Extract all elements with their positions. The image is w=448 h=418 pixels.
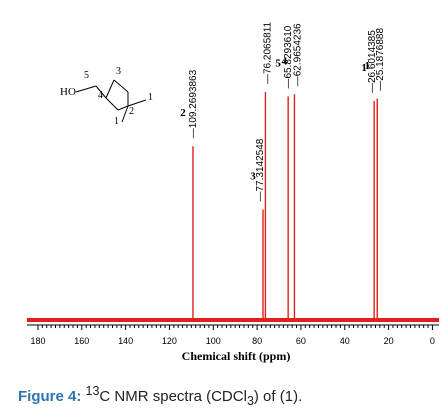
x-tick-label: 180 — [30, 336, 45, 346]
caption-superscript: 13 — [85, 384, 100, 398]
x-tick-label: 0 — [430, 336, 435, 346]
x-axis: 180 160 140 120 100 80 60 40 20 0 Chemical shift … — [27, 324, 439, 363]
peak-shift-label: —62.9654236 — [292, 23, 303, 86]
x-axis-ticks: 180 160 140 120 100 80 60 40 20 0 — [30, 325, 435, 346]
peak-assignment-label: 5 — [275, 58, 281, 70]
struct-c2-label: 2 — [129, 106, 134, 117]
peak-shift-label: —109.2693863 — [188, 69, 199, 138]
x-tick-label: 20 — [384, 336, 394, 346]
x-tick-label: 40 — [340, 336, 350, 346]
x-tick-label: 120 — [162, 336, 177, 346]
peak-shift-label: —65.8293610 — [283, 25, 294, 88]
peak-shift-label: —25.1876888 — [375, 28, 386, 91]
caption-text-mid: C NMR spectra (CDCl — [99, 388, 247, 405]
peak-assignment-label: 2 — [180, 107, 186, 119]
x-tick-label: 100 — [206, 336, 221, 346]
peak-assignment-label: 1 — [361, 62, 367, 74]
x-tick-label: 60 — [296, 336, 306, 346]
struct-ho-label: HO — [60, 86, 76, 98]
struct-c1a-label: 1 — [148, 92, 153, 103]
peak-assignments: 235 411 — [180, 55, 370, 182]
caption-text-end: ) of (1). — [253, 388, 303, 405]
x-axis-title: Chemical shift (ppm) — [182, 349, 291, 363]
peak-assignment-label: 4 — [282, 55, 288, 67]
peak-labels: —109.2693863 —77.3142548 —76.2065811 —65.82… — [188, 21, 386, 201]
caption-label: Figure 4: — [18, 388, 82, 405]
spectrum-peaks — [192, 92, 378, 318]
peak-shift-label: —77.3142548 — [255, 138, 266, 201]
molecule-structure — [75, 79, 147, 123]
struct-c3-label: 3 — [116, 66, 121, 77]
caption-subscript: 3 — [246, 394, 254, 408]
struct-c1b-label: 1 — [114, 116, 119, 127]
x-tick-label: 80 — [252, 336, 262, 346]
struct-c5-label: 5 — [84, 70, 89, 81]
peak-shift-label: —76.2065811 — [262, 21, 273, 84]
peak-assignment-label: 3 — [250, 171, 256, 183]
x-tick-label: 160 — [74, 336, 89, 346]
peak-assignment-label: 1 — [364, 60, 370, 72]
struct-c4-label: 4 — [98, 90, 103, 101]
baseline — [27, 318, 439, 322]
figure-caption: Figure 4: 13C NMR spectra (CDCl3) of (1)… — [18, 384, 302, 408]
x-tick-label: 140 — [118, 336, 133, 346]
peak-shift-label: —26.6014385 — [367, 30, 378, 93]
